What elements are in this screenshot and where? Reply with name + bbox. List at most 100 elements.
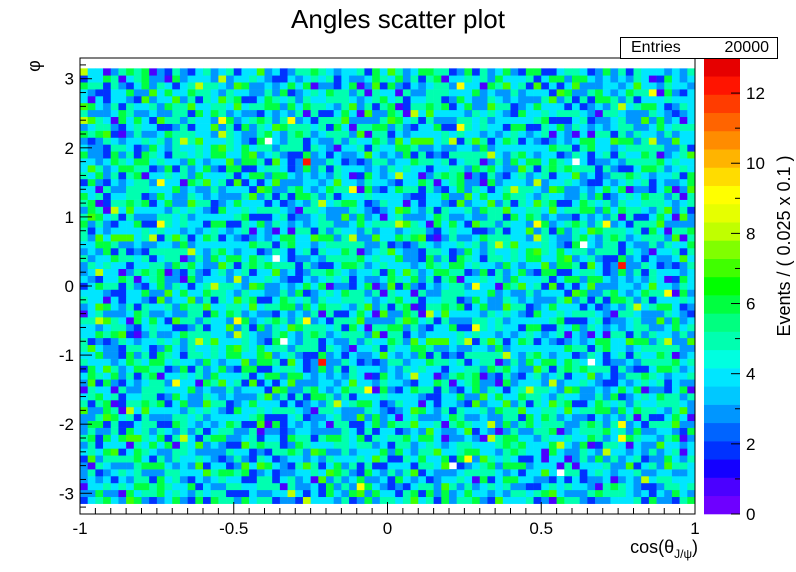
heatmap-cell <box>679 82 688 90</box>
heatmap-cell <box>233 344 242 352</box>
heatmap-cell <box>572 89 580 97</box>
heatmap-cell <box>95 213 104 221</box>
heatmap-cell <box>226 434 235 442</box>
heatmap-cell <box>618 358 627 366</box>
heatmap-cell <box>610 102 619 111</box>
heatmap-cell <box>441 89 450 97</box>
heatmap-cell <box>518 413 527 422</box>
heatmap-cell <box>326 206 334 214</box>
heatmap-cell <box>372 337 381 346</box>
heatmap-cell <box>95 324 104 332</box>
heatmap-cell <box>341 303 350 311</box>
heatmap-cell <box>502 448 511 456</box>
heatmap-cell <box>625 82 634 90</box>
heatmap-cell <box>287 296 296 304</box>
heatmap-cell <box>126 296 135 304</box>
heatmap-cell <box>126 441 135 449</box>
heatmap-cell <box>656 220 665 228</box>
heatmap-cell <box>410 185 419 194</box>
heatmap-cell <box>156 413 165 422</box>
heatmap-cell <box>179 441 188 449</box>
heatmap-cell <box>518 282 527 290</box>
heatmap-cell <box>533 476 542 484</box>
heatmap-cell <box>564 379 573 387</box>
heatmap-cell <box>256 248 265 256</box>
heatmap-cell <box>487 386 496 394</box>
heatmap-cell <box>633 123 642 131</box>
heatmap-cell <box>272 89 281 97</box>
heatmap-cell <box>203 351 211 359</box>
heatmap-cell <box>203 482 211 491</box>
heatmap-cell <box>518 137 527 145</box>
heatmap-cell <box>256 102 265 111</box>
heatmap-cell <box>518 75 527 83</box>
heatmap-cell <box>195 344 204 352</box>
heatmap-cell <box>118 241 127 249</box>
heatmap-cell <box>164 185 173 194</box>
heatmap-cell <box>618 192 627 200</box>
heatmap-cell <box>402 358 411 366</box>
heatmap-cell <box>618 261 627 270</box>
heatmap-cell <box>433 165 442 173</box>
heatmap-cell <box>341 248 350 256</box>
heatmap-cell <box>149 310 158 318</box>
heatmap-cell <box>179 310 188 318</box>
heatmap-cell <box>95 68 104 76</box>
heatmap-cell <box>133 248 142 256</box>
heatmap-cell <box>687 130 696 138</box>
heatmap-cell <box>625 268 634 276</box>
heatmap-cell <box>610 317 619 325</box>
heatmap-cell <box>172 289 181 297</box>
heatmap-cell <box>572 303 580 311</box>
heatmap-cell <box>495 172 504 180</box>
heatmap-cell <box>179 158 188 166</box>
heatmap-cell <box>425 434 434 442</box>
heatmap-cell <box>441 178 450 187</box>
heatmap-cell <box>456 192 465 200</box>
heatmap-cell <box>302 462 311 470</box>
heatmap-cell <box>495 310 504 318</box>
heatmap-cell <box>533 406 542 415</box>
heatmap-cell <box>141 227 150 235</box>
heatmap-cell <box>618 220 627 228</box>
heatmap-cell <box>133 151 142 159</box>
heatmap-cell <box>418 178 427 187</box>
heatmap-cell <box>595 109 604 118</box>
heatmap-cell <box>410 393 419 401</box>
heatmap-cell <box>110 275 119 283</box>
heatmap-cell <box>233 289 242 297</box>
heatmap-cell <box>179 379 188 387</box>
heatmap-cell <box>187 455 196 463</box>
heatmap-cell <box>156 248 165 256</box>
heatmap-cell <box>364 441 373 449</box>
heatmap-cell <box>210 130 219 138</box>
heatmap-cell <box>510 227 519 235</box>
heatmap-cell <box>479 96 488 104</box>
heatmap-cell <box>149 82 158 90</box>
heatmap-cell <box>372 448 381 456</box>
heatmap-cell <box>472 337 481 346</box>
heatmap-cell <box>333 89 342 97</box>
heatmap-cell <box>395 344 404 352</box>
heatmap-cell <box>410 254 419 263</box>
heatmap-cell <box>133 379 142 387</box>
heatmap-cell <box>295 75 304 83</box>
heatmap-cell <box>287 469 296 477</box>
heatmap-cell <box>210 330 219 339</box>
heatmap-cell <box>671 289 680 297</box>
heatmap-cell <box>648 185 657 194</box>
heatmap-cell <box>479 130 488 138</box>
heatmap-cell <box>402 420 411 428</box>
heatmap-cell <box>195 330 204 339</box>
heatmap-cell <box>103 75 112 83</box>
heatmap-cell <box>279 379 288 387</box>
heatmap-cell <box>249 337 258 346</box>
heatmap-cell <box>364 102 373 111</box>
heatmap-cell <box>656 393 665 401</box>
heatmap-cell <box>264 151 273 159</box>
heatmap-cell <box>418 427 427 435</box>
heatmap-cell <box>564 96 573 104</box>
heatmap-cell <box>287 317 296 325</box>
heatmap-cell <box>464 123 473 131</box>
heatmap-cell <box>495 476 504 484</box>
